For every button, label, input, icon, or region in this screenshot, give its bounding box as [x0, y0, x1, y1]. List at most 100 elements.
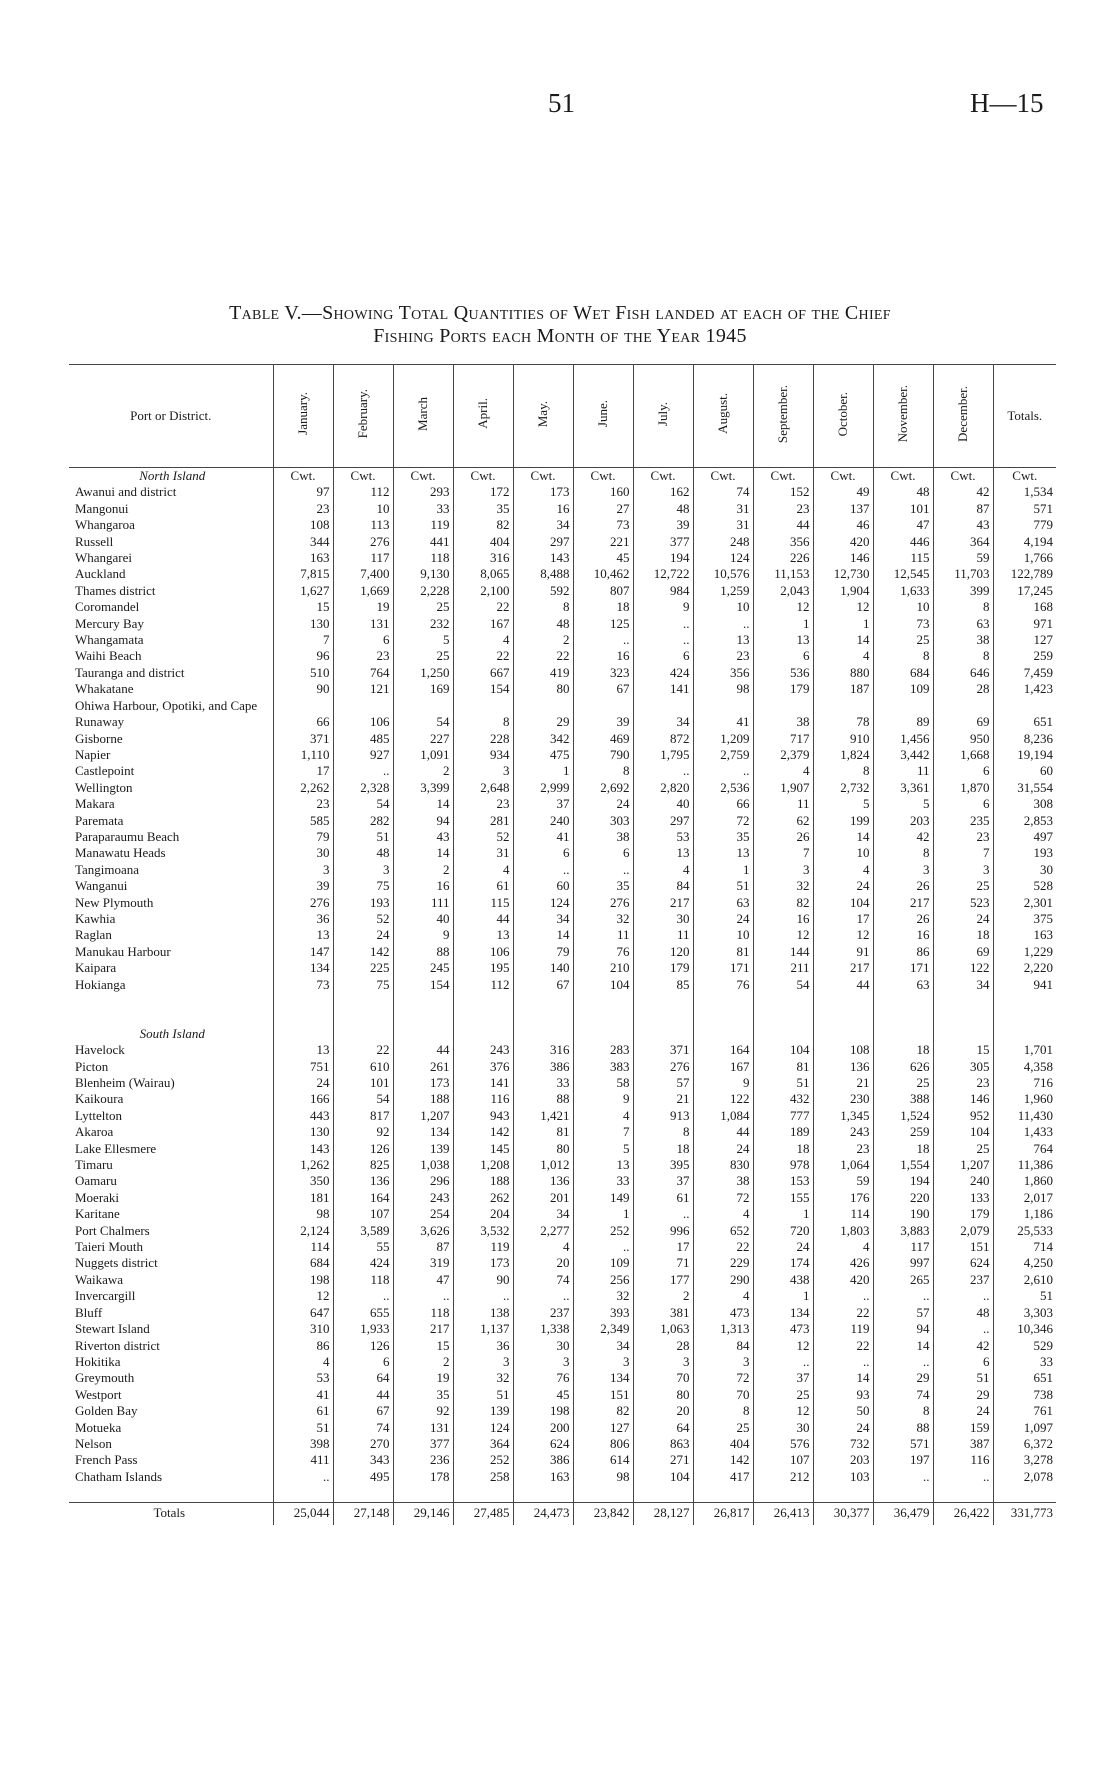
cell-value: 40 — [392, 910, 453, 928]
cell-value: 26 — [872, 878, 933, 895]
cell-value: 22 — [812, 1304, 873, 1322]
cell-value: 151 — [572, 1386, 633, 1404]
cell-value: 381 — [632, 1304, 693, 1322]
data-row: Riverton district 86 126 15 36 30 34 28 84 12 22 14… — [69, 1337, 1056, 1354]
cell-value: 44 — [812, 976, 873, 993]
cell-value: 2,124 — [272, 1222, 333, 1240]
cell-value: 51 — [272, 1419, 333, 1436]
cell-value: 319 — [392, 1255, 453, 1272]
cell-value: 146 — [812, 550, 873, 567]
cell-value: 13 — [452, 927, 513, 944]
cell-value: 1,824 — [812, 746, 873, 764]
cell-value: 164 — [692, 1042, 753, 1059]
data-row: Kaikoura 166 54 188 116 88 9 21 122 432 230 388 146 1… — [69, 1091, 1056, 1108]
cell-value: 25 — [392, 648, 453, 665]
cell-value: 1,038 — [392, 1157, 453, 1174]
cell-value: 126 — [332, 1337, 393, 1354]
data-row: Kawhia 36 52 40 44 34 32 30 24 16 17 26 24 375 — [69, 910, 1056, 928]
cell-value: 29 — [872, 1370, 933, 1387]
empty-cell — [332, 1485, 393, 1503]
cell-value: 34 — [512, 910, 573, 928]
cell-value: 88 — [872, 1419, 933, 1436]
cell-value: 395 — [632, 1157, 693, 1174]
cell-value: 98 — [572, 1468, 633, 1486]
cell-value: 717 — [752, 730, 813, 747]
column-header-text: August. — [714, 393, 730, 435]
cell-value: 377 — [392, 1435, 453, 1453]
cell-value: 240 — [512, 812, 573, 829]
cell-value: 101 — [332, 1075, 393, 1092]
cell-value: 1,313 — [692, 1321, 753, 1338]
data-row: French Pass 411 343 236 252 386 614 271 142 107 20… — [69, 1452, 1056, 1469]
cell-value: 24 — [812, 878, 873, 895]
cell-value: 9 — [632, 599, 693, 616]
cell-value: 79 — [512, 943, 573, 961]
cell-value: 22 — [512, 648, 573, 665]
port-name: Russell — [75, 533, 114, 549]
port-name: Paremata — [75, 812, 124, 828]
cell-value: 66 — [692, 796, 753, 813]
cell-value: 143 — [272, 1140, 333, 1158]
cell-value: 732 — [812, 1435, 873, 1453]
cell-value: 134 — [572, 1370, 633, 1387]
cell-value: 201 — [512, 1189, 573, 1207]
data-row: Moeraki 181 164 243 262 201 149 61 72 155 176 220 13… — [69, 1189, 1056, 1207]
cell-value: 1,063 — [632, 1321, 693, 1338]
port-name: Waihi Beach — [75, 648, 142, 664]
cell-value: 198 — [272, 1271, 333, 1289]
empty-cell — [872, 1009, 933, 1026]
cell-value: 243 — [392, 1189, 453, 1207]
empty-cell — [872, 993, 933, 1010]
cell-value: 72 — [692, 812, 753, 829]
cell-value: 15 — [272, 599, 333, 616]
cell-value: 115 — [872, 550, 933, 567]
cell-value: 173 — [392, 1075, 453, 1092]
empty-cell — [752, 1025, 813, 1043]
cell-value: 647 — [272, 1304, 333, 1322]
cell-value: 73 — [272, 976, 333, 993]
cell-value: .. — [452, 1288, 513, 1305]
cell-value: 204 — [452, 1206, 513, 1223]
cell-value: 8 — [872, 845, 933, 862]
cell-value: 8 — [572, 763, 633, 780]
cell-value: 173 — [452, 1255, 513, 1272]
empty-cell — [632, 1009, 693, 1026]
data-row: Coromandel 15 19 25 22 8 18 9 10 12 12 10 8 168 — [69, 599, 1056, 616]
cell-value: 4 — [812, 648, 873, 665]
port-name: Lyttelton — [75, 1107, 122, 1123]
cell-value: 7 — [572, 1124, 633, 1141]
cell-value: 5 — [872, 796, 933, 813]
cell-value: 383 — [572, 1058, 633, 1075]
cell-value: 14 — [872, 1337, 933, 1354]
cell-value: 17 — [632, 1239, 693, 1256]
cell-value: 118 — [332, 1271, 393, 1289]
cell-value: 1,669 — [332, 582, 393, 600]
column-header-text: May. — [534, 400, 550, 427]
cell-value: 178 — [392, 1468, 453, 1486]
cell-value: 276 — [572, 894, 633, 911]
cell-value: 1 — [692, 861, 753, 879]
cell-value: 12 — [752, 927, 813, 944]
cell-value: 14 — [812, 828, 873, 846]
port-name: Motueka — [75, 1419, 122, 1435]
cell-value: 1,262 — [272, 1157, 333, 1174]
data-row: Paraparaumu Beach 79 51 43 52 41 38 53 35 26 14 42 2… — [69, 828, 1056, 846]
cell-value: 104 — [812, 894, 873, 911]
cell-value: 1,534 — [992, 484, 1056, 501]
cell-value: 8,236 — [992, 730, 1056, 747]
cell-value: 107 — [752, 1452, 813, 1469]
cell-value: .. — [872, 1353, 933, 1371]
cell-value: 63 — [932, 615, 993, 633]
cell-value: 136 — [332, 1173, 393, 1190]
cell-value: 276 — [332, 533, 393, 551]
cell-value: 398 — [272, 1435, 333, 1453]
cell-value: 652 — [692, 1222, 753, 1240]
port-name: Hokianga — [75, 976, 126, 992]
cell-value: 198 — [512, 1403, 573, 1420]
empty-cell — [932, 1025, 993, 1043]
cell-value: 24 — [812, 1419, 873, 1436]
cell-value: 3,589 — [332, 1222, 393, 1240]
cell-value: 571 — [992, 500, 1056, 518]
cell-value: 806 — [572, 1435, 633, 1453]
empty-cell — [452, 1025, 513, 1043]
